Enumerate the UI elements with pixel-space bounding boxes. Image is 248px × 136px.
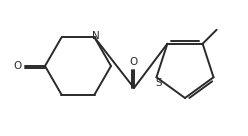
Text: N: N: [92, 31, 99, 41]
Text: O: O: [14, 61, 22, 71]
Text: O: O: [130, 57, 138, 67]
Text: S: S: [155, 78, 162, 88]
